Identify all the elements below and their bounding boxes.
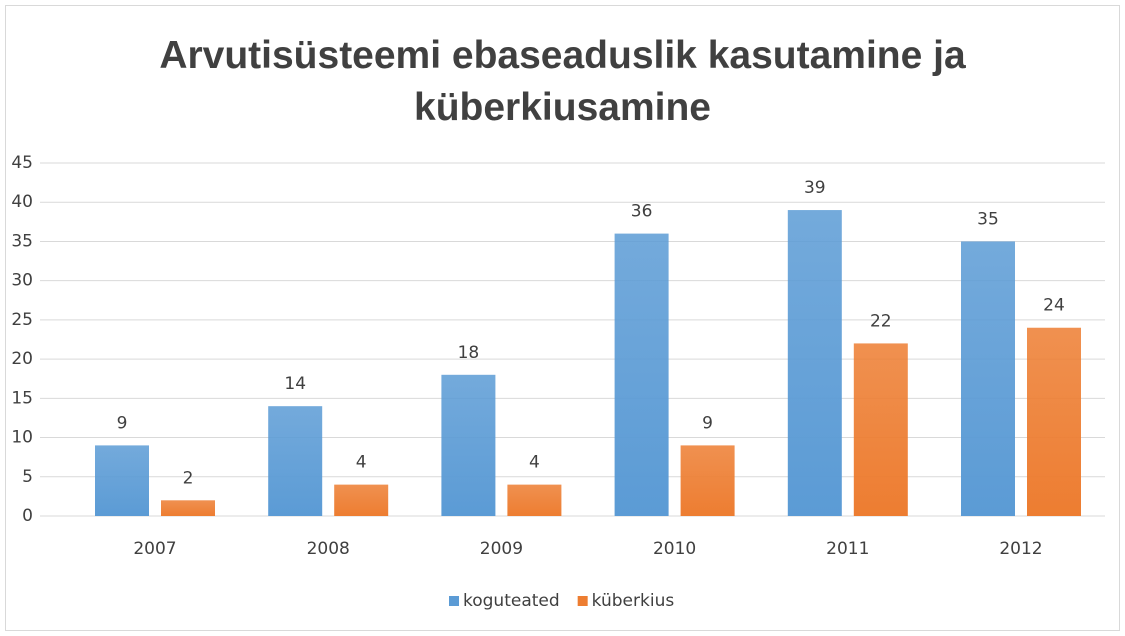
data-label: 18 bbox=[458, 343, 480, 363]
data-label: 9 bbox=[117, 413, 128, 433]
bar bbox=[334, 484, 389, 516]
legend-swatch bbox=[577, 596, 588, 606]
legend-label: koguteated bbox=[463, 591, 560, 611]
data-label: 22 bbox=[870, 311, 892, 331]
bar bbox=[441, 374, 496, 516]
y-tick-label: 15 bbox=[11, 388, 33, 408]
bar bbox=[961, 241, 1015, 516]
y-tick-label: 30 bbox=[11, 271, 33, 291]
bar bbox=[95, 445, 149, 516]
bar bbox=[507, 484, 562, 516]
data-label: 4 bbox=[356, 453, 367, 473]
data-label: 35 bbox=[977, 209, 999, 229]
x-tick-label: 2009 bbox=[480, 539, 523, 559]
bar bbox=[1027, 327, 1081, 516]
bar bbox=[268, 406, 323, 516]
data-label: 9 bbox=[702, 413, 713, 433]
bar bbox=[853, 343, 908, 516]
bar bbox=[680, 445, 735, 516]
legend-swatch bbox=[449, 596, 459, 606]
y-tick-label: 40 bbox=[11, 192, 33, 212]
bar bbox=[787, 210, 842, 517]
y-tick-label: 20 bbox=[11, 349, 33, 369]
bar bbox=[614, 233, 669, 516]
data-label: 39 bbox=[804, 178, 826, 198]
y-tick-label: 25 bbox=[11, 310, 33, 330]
legend-label: küberkius bbox=[592, 591, 675, 611]
y-tick-label: 45 bbox=[11, 153, 33, 173]
y-tick-label: 5 bbox=[22, 467, 33, 487]
x-tick-label: 2010 bbox=[653, 539, 696, 559]
y-tick-label: 35 bbox=[11, 231, 33, 251]
data-label: 14 bbox=[284, 374, 306, 394]
x-tick-label: 2008 bbox=[307, 539, 350, 559]
bar bbox=[161, 500, 215, 516]
x-tick-label: 2007 bbox=[133, 539, 176, 559]
data-label: 36 bbox=[631, 202, 653, 222]
data-label: 4 bbox=[529, 453, 540, 473]
data-label: 24 bbox=[1043, 296, 1065, 316]
x-tick-label: 2011 bbox=[826, 539, 869, 559]
y-tick-label: 0 bbox=[22, 506, 33, 526]
x-tick-label: 2012 bbox=[999, 539, 1042, 559]
chart-title: Arvutisüsteemi ebaseaduslik kasutamine j… bbox=[159, 34, 966, 129]
chart-border bbox=[5, 5, 1120, 631]
y-tick-label: 10 bbox=[11, 428, 33, 448]
data-label: 2 bbox=[183, 468, 194, 488]
